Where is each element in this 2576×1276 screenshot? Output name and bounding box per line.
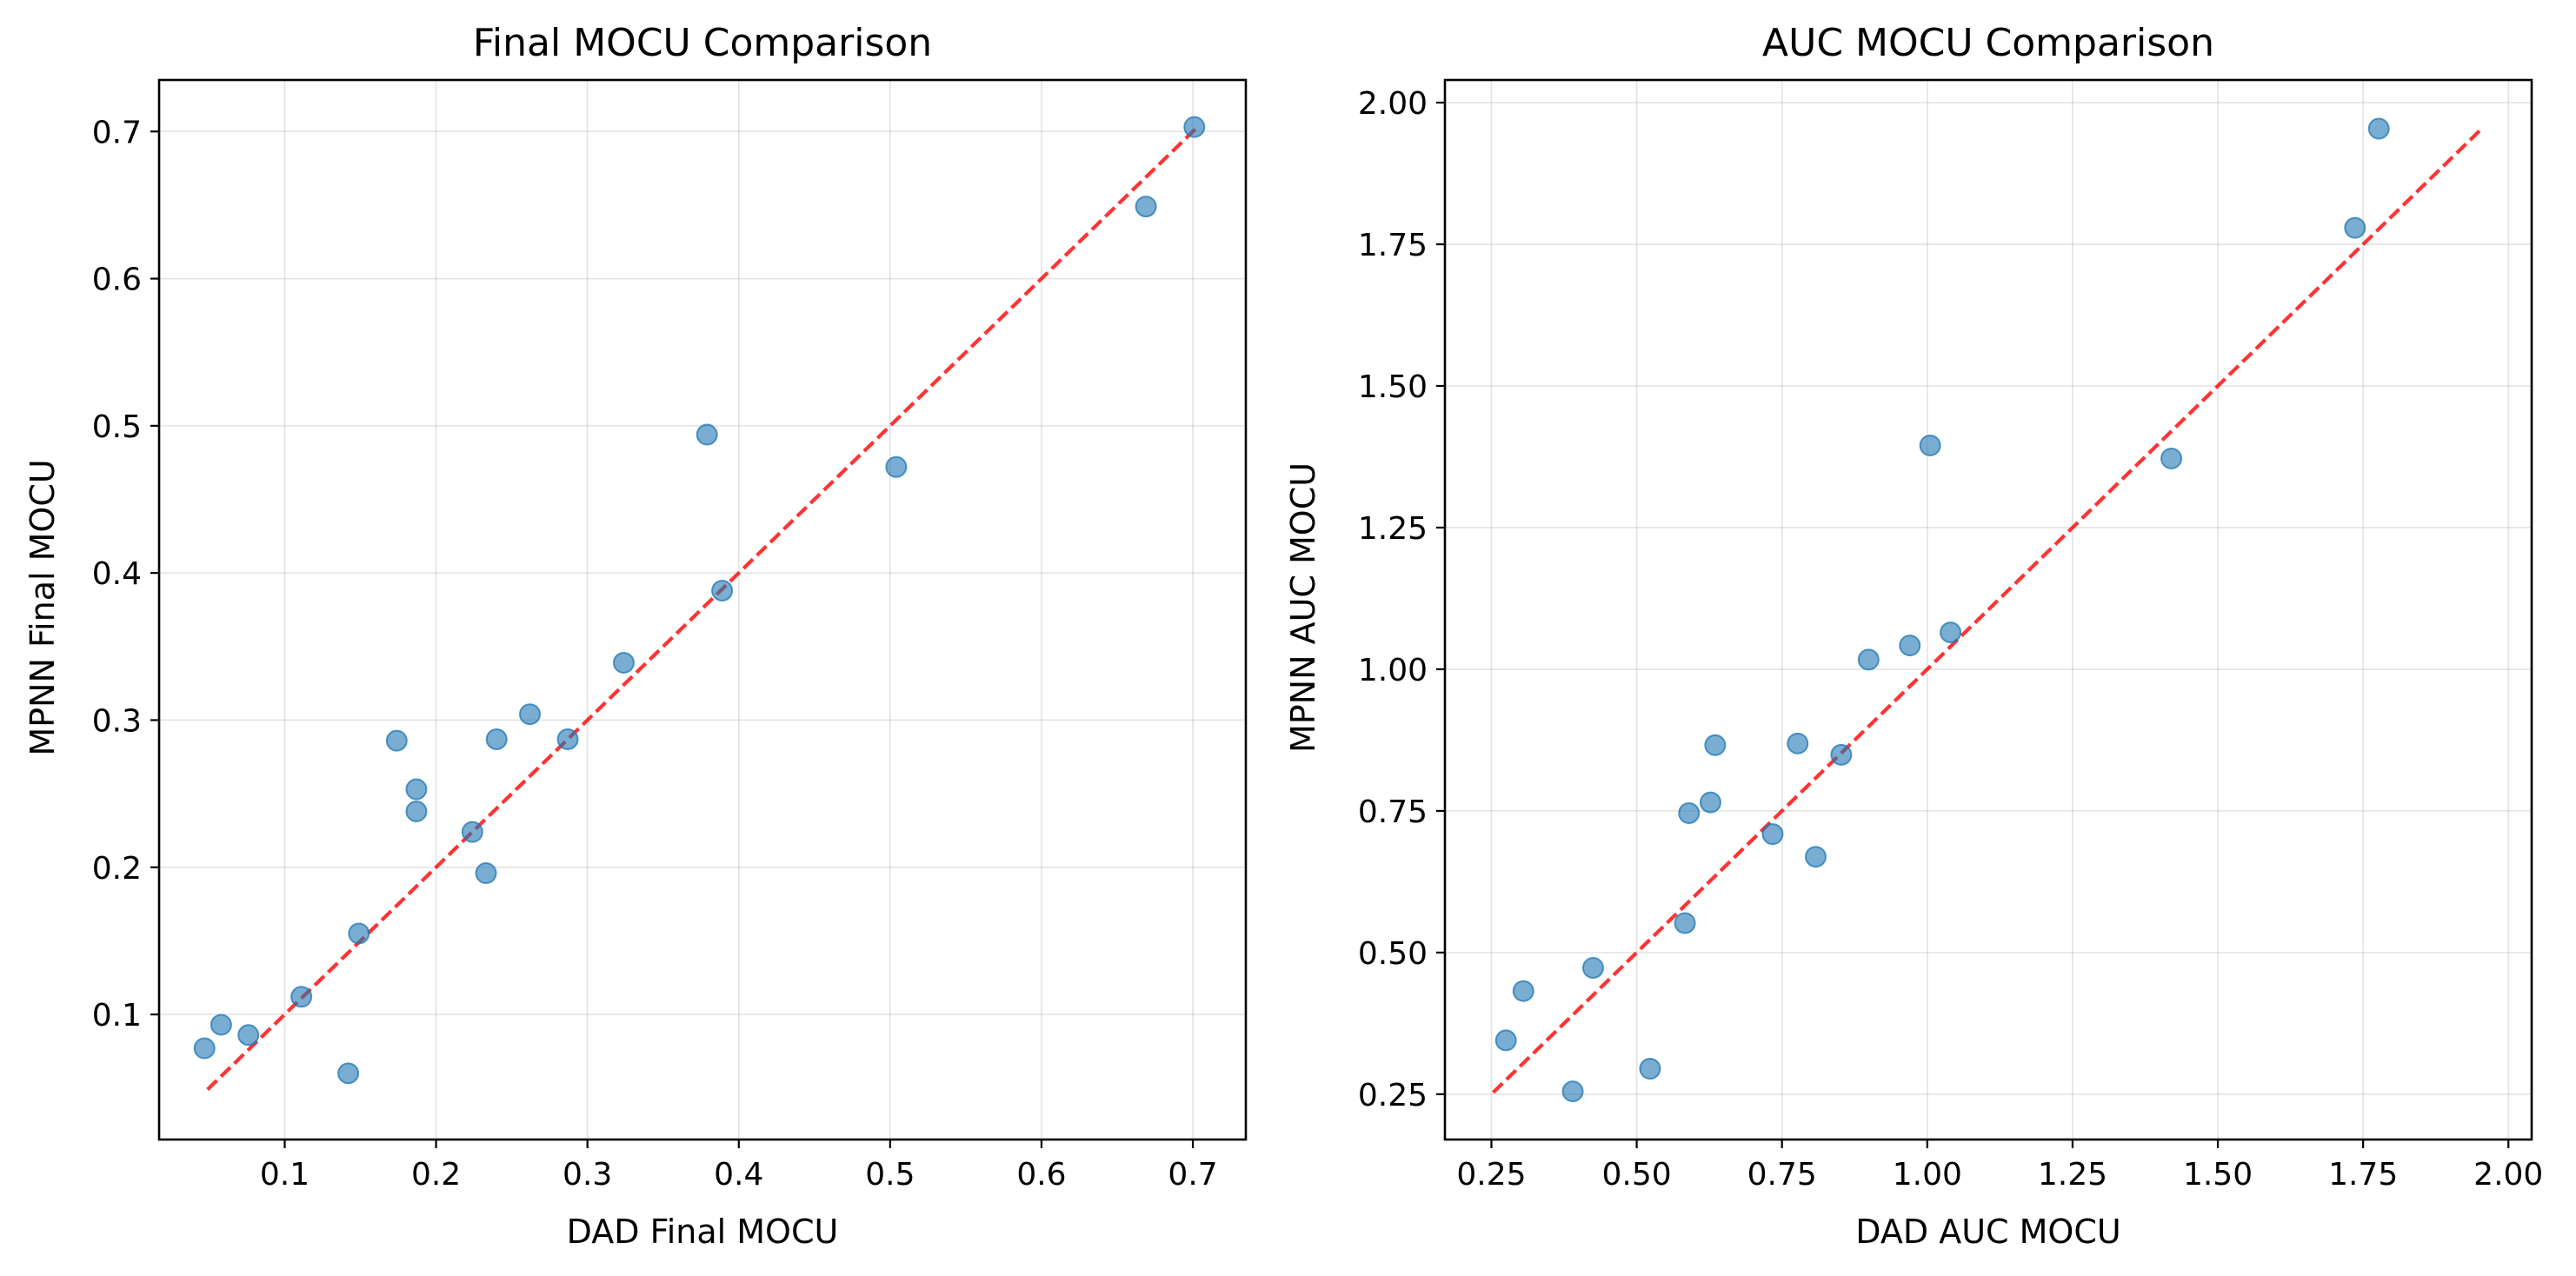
data-point	[348, 922, 370, 945]
data-point	[1678, 802, 1701, 825]
data-point	[2160, 447, 2183, 469]
data-point	[1704, 734, 1727, 756]
x-tick-label: 0.2	[411, 1157, 461, 1193]
x-tick-label: 0.6	[1016, 1157, 1066, 1193]
data-point	[1561, 1080, 1584, 1103]
chart-title: AUC MOCU Comparison	[1762, 21, 2214, 65]
y-tick-label: 0.25	[1358, 1078, 1428, 1113]
identity-line	[1492, 130, 2481, 1094]
data-point	[405, 778, 428, 801]
data-point	[1183, 116, 1206, 138]
data-point	[885, 455, 908, 478]
data-point	[405, 800, 428, 822]
y-tick-label: 1.00	[1358, 653, 1428, 688]
data-point	[1761, 823, 1784, 846]
y-tick-label: 0.4	[92, 556, 142, 592]
x-axis-label: DAD AUC MOCU	[1855, 1213, 2120, 1251]
y-tick-label: 1.50	[1358, 369, 1428, 405]
y-tick-label: 0.2	[92, 851, 142, 887]
data-point	[485, 728, 508, 750]
data-point	[1135, 196, 1157, 218]
plot-area: 0.1 0.2 0.3 0.4 0.5 0.6 0.7 0.1 0.2 0.3 0.4 0.5 0.6 0…	[92, 78, 1248, 1193]
y-axis-label: MPNN Final MOCU	[23, 459, 62, 755]
data-point	[1699, 791, 1721, 814]
data-point	[612, 651, 635, 674]
y-tick-label: 0.1	[92, 998, 142, 1033]
y-tick-label: 0.5	[92, 409, 142, 445]
data-point	[1674, 912, 1696, 934]
x-tick-label: 0.5	[865, 1157, 915, 1193]
data-point	[1512, 980, 1534, 1002]
x-tick-label: 0.25	[1456, 1157, 1526, 1193]
data-point	[1857, 648, 1880, 671]
data-point	[237, 1024, 260, 1047]
x-tick-label: 0.4	[714, 1157, 763, 1193]
x-tick-label: 1.50	[2183, 1157, 2253, 1193]
x-tick-label: 1.25	[2038, 1157, 2107, 1193]
data-point	[385, 729, 408, 752]
data-point	[1830, 743, 1853, 766]
data-point	[1787, 732, 1809, 754]
data-point	[290, 986, 313, 1008]
data-point	[1919, 434, 1941, 456]
data-point	[1899, 635, 1921, 657]
data-point	[1494, 1029, 1517, 1052]
axes-frame	[1443, 78, 2533, 1141]
data-point	[556, 728, 579, 750]
x-axis-label: DAD Final MOCU	[567, 1213, 839, 1251]
x-tick-label: 0.50	[1602, 1157, 1672, 1193]
data-point	[210, 1013, 232, 1036]
data-point	[1581, 956, 1604, 979]
data-point	[2344, 216, 2366, 239]
data-point	[711, 579, 734, 601]
y-tick-label: 0.7	[92, 115, 142, 150]
identity-line	[206, 127, 1198, 1091]
x-tick-label: 1.00	[1893, 1157, 1962, 1193]
data-point	[461, 821, 483, 843]
data-point	[1940, 621, 1962, 644]
data-point	[1804, 846, 1827, 868]
data-point	[696, 423, 718, 446]
data-point	[193, 1037, 216, 1060]
plot-area: 0.25 0.50 0.75 1.00 1.25 1.50 1.75 2.00 0.25 0.50…	[1358, 78, 2543, 1193]
y-tick-label: 0.75	[1358, 794, 1428, 830]
y-tick-label: 1.25	[1358, 511, 1428, 547]
y-tick-label: 2.00	[1358, 86, 1428, 122]
y-tick-label: 0.50	[1358, 936, 1428, 972]
data-point	[337, 1062, 360, 1085]
chart-title: Final MOCU Comparison	[473, 21, 932, 65]
y-tick-label: 0.3	[92, 703, 142, 739]
y-tick-label: 0.6	[92, 263, 142, 298]
x-tick-label: 1.75	[2328, 1157, 2398, 1193]
final-mocu-panel: 0.1 0.2 0.3 0.4 0.5 0.6 0.7 0.1 0.2 0.3 0.4 0.5 0.6 0…	[23, 21, 1248, 1251]
x-tick-label: 0.75	[1747, 1157, 1817, 1193]
auc-mocu-panel: 0.25 0.50 0.75 1.00 1.25 1.50 1.75 2.00 0.25 0.50…	[1284, 21, 2543, 1251]
y-tick-label: 1.75	[1358, 228, 1428, 263]
y-axis-label: MPNN AUC MOCU	[1284, 462, 1322, 753]
axes-frame	[157, 78, 1248, 1141]
data-point	[1639, 1058, 1661, 1080]
x-tick-label: 2.00	[2473, 1157, 2543, 1193]
data-point	[2367, 117, 2390, 140]
x-tick-label: 0.3	[562, 1157, 612, 1193]
data-point	[519, 703, 542, 726]
x-tick-label: 0.7	[1168, 1157, 1217, 1193]
data-point	[475, 862, 497, 885]
x-tick-label: 0.1	[260, 1157, 310, 1193]
